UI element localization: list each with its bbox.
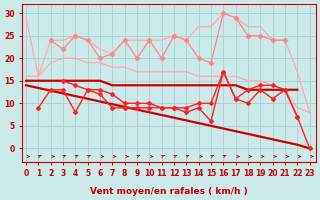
X-axis label: Vent moyen/en rafales ( km/h ): Vent moyen/en rafales ( km/h ): [90, 187, 248, 196]
